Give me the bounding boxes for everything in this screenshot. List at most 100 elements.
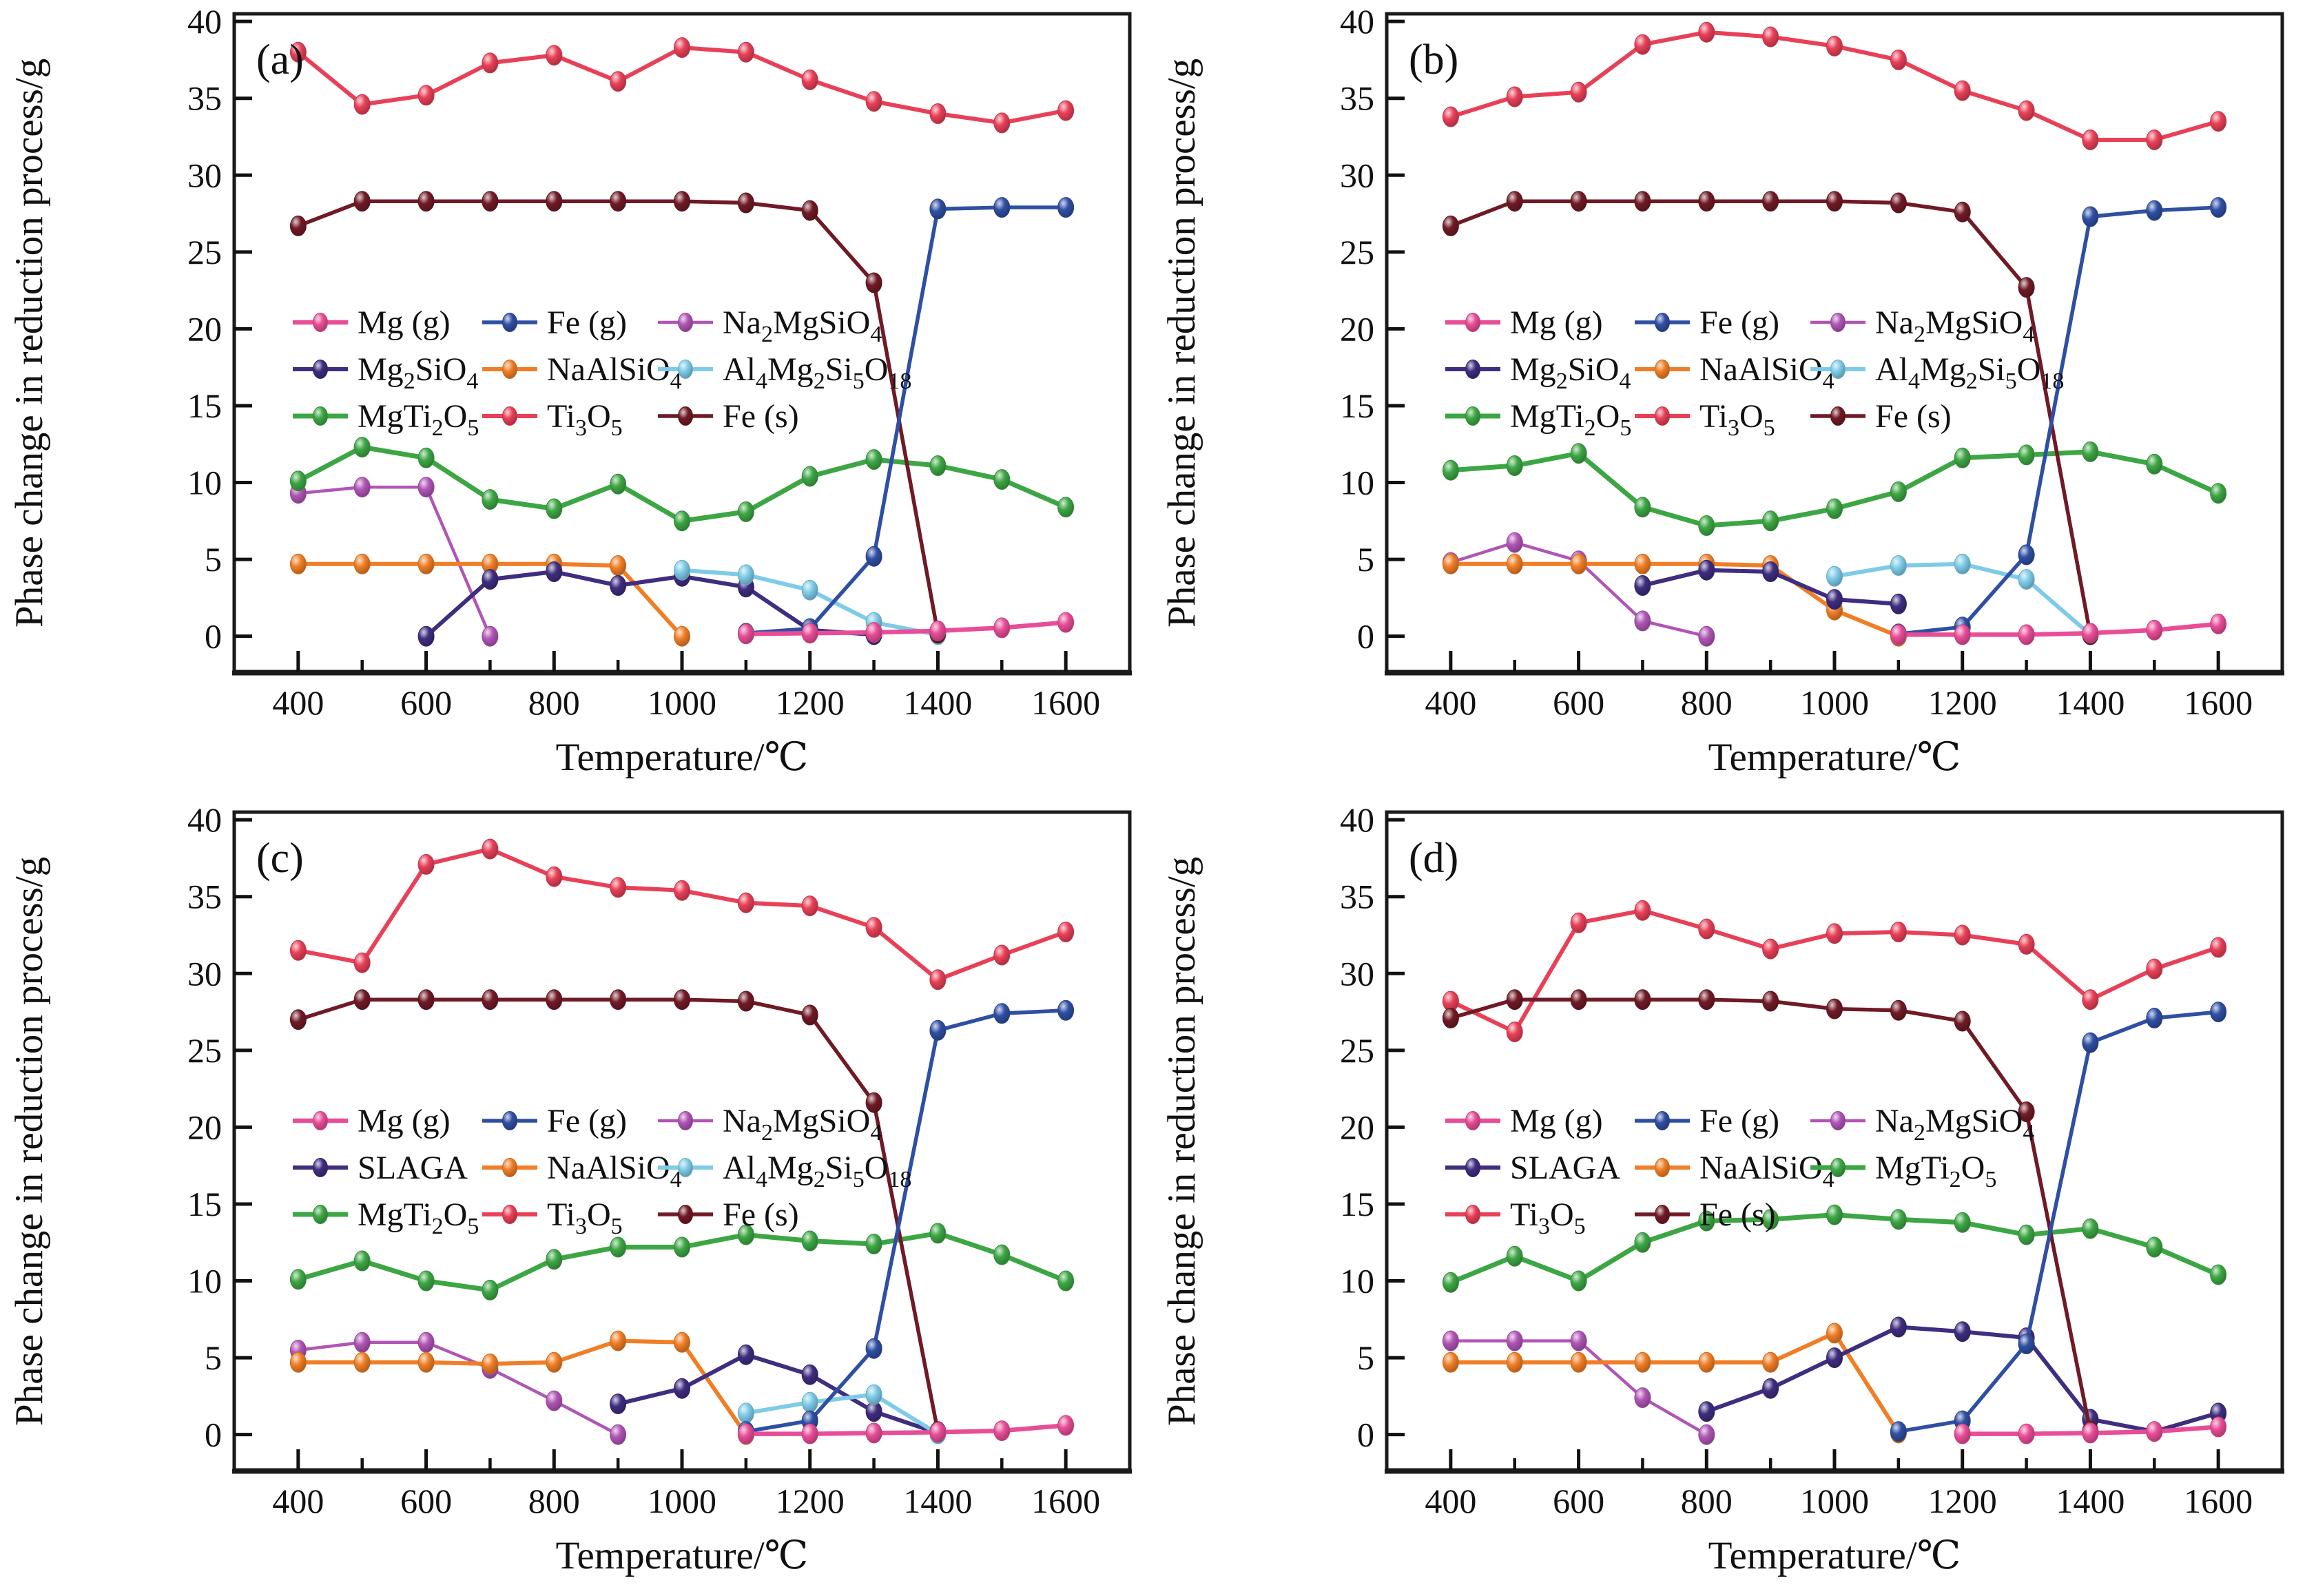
legend: Mg (g) Fe (g) Na2MgSiO4 Mg2SiO4 NaAlSiO4 Al4M…	[1445, 304, 2064, 441]
data-point-mgti2o5	[1954, 447, 1971, 468]
data-point-na2mgsio4	[546, 1390, 563, 1411]
svg-text:25: 25	[1340, 233, 1374, 271]
series-mg_g-line	[1896, 621, 2221, 637]
data-point-ti3o5	[1954, 924, 1971, 946]
data-point-naalsio4	[674, 625, 690, 647]
data-point-na2mgsio4	[1634, 610, 1651, 632]
legend-item-naalsio4: NaAlSiO4	[482, 1150, 682, 1192]
data-point-ti3o5	[482, 838, 499, 860]
series-mgti2o5	[289, 437, 1075, 532]
legend-item-fe_g: Fe (g)	[482, 1103, 627, 1139]
data-point-fe_s	[1890, 999, 1907, 1021]
data-point-al4mg2si5o18	[737, 564, 754, 585]
series-fe_g	[1890, 1002, 2227, 1442]
data-point-mgti2o5	[1442, 459, 1459, 481]
data-point-ti3o5	[610, 877, 627, 898]
data-point-ti3o5	[801, 69, 818, 90]
data-point-na2mgsio4	[417, 477, 435, 498]
data-point-naalsio4	[1506, 1351, 1523, 1373]
data-point-ti3o5	[482, 52, 499, 74]
svg-text:10: 10	[187, 1262, 222, 1300]
data-point-ti3o5	[1570, 912, 1587, 933]
svg-text:1400: 1400	[2056, 683, 2125, 722]
data-point-mgti2o5	[1506, 455, 1523, 476]
data-point-mg_g	[2210, 1416, 2227, 1438]
data-point-ti3o5	[737, 41, 754, 63]
data-point-mgti2o5	[1634, 1232, 1651, 1253]
data-point-mgti2o5	[482, 489, 499, 510]
data-point-fe_s	[546, 191, 563, 212]
panel-c-chart-canvas: 0 5 10 15 20 25 30 35 40 400 600 800 1000 1200 1400 160…	[0, 798, 1152, 1596]
svg-text:0: 0	[205, 617, 222, 656]
svg-text:5: 5	[1357, 1338, 1374, 1377]
chart-panel-a: 0 5 10 15 20 25 30 35 40 400 600 800 1000 1200 1400 160…	[187, 2, 1132, 722]
data-point-mgti2o5	[1698, 515, 1715, 536]
svg-text:1000: 1000	[648, 1482, 716, 1520]
data-point-mgti2o5	[737, 1224, 754, 1245]
svg-text:5: 5	[1357, 540, 1374, 579]
series-fe_s	[289, 191, 947, 644]
data-point-mgti2o5	[1698, 1210, 1715, 1232]
legend: Mg (g) Fe (g) Na2MgSiO4 SLAGA NaAlSiO4 Al4Mg2…	[293, 1103, 911, 1239]
data-point-mg2sio4	[1762, 561, 1779, 582]
data-point-fe_s	[1634, 191, 1651, 212]
panel-d-tag: (d)	[1409, 835, 1459, 882]
data-point-naalsio4	[482, 1354, 499, 1374]
svg-text:800: 800	[1681, 1482, 1733, 1520]
legend-label-slaga: SLAGA	[358, 1150, 468, 1186]
series-ti3o5	[289, 37, 1075, 134]
data-point-ti3o5	[674, 880, 690, 901]
data-point-ti3o5	[546, 866, 563, 887]
data-point-naalsio4	[610, 555, 627, 576]
data-point-naalsio4	[1762, 1351, 1779, 1373]
data-point-mg2sio4	[1634, 575, 1651, 596]
legend-label-na2mgsio4: Na2MgSiO4	[723, 1103, 882, 1146]
series-mg2sio4	[1634, 559, 1907, 614]
data-point-mg_g	[2082, 623, 2099, 644]
svg-text:15: 15	[187, 1185, 222, 1223]
data-point-mgti2o5	[289, 1269, 307, 1290]
svg-text:1000: 1000	[648, 683, 716, 722]
data-point-fe_g	[1057, 999, 1075, 1021]
series-fe_g-line	[1896, 205, 2220, 636]
data-point-na2mgsio4	[353, 1331, 371, 1353]
data-point-fe_s	[1762, 991, 1779, 1012]
legend-label-fe_s: Fe (s)	[723, 1196, 799, 1233]
data-point-fe_s	[610, 191, 627, 212]
panel-a-tag: (a)	[256, 37, 304, 83]
data-point-mgti2o5	[1570, 1270, 1587, 1292]
legend-label-naalsio4: NaAlSiO4	[547, 351, 682, 394]
legend-item-slaga: SLAGA	[293, 1150, 468, 1186]
data-point-fe_s	[674, 191, 690, 212]
data-point-fe_s	[1570, 191, 1587, 212]
data-point-fe_g	[865, 546, 882, 567]
svg-text:1600: 1600	[2184, 1482, 2253, 1520]
data-point-ti3o5	[1057, 100, 1075, 121]
data-point-mgti2o5	[993, 469, 1011, 490]
legend-item-al4mg2si5o18: Al4Mg2Si5O18	[658, 351, 911, 394]
svg-text:800: 800	[528, 683, 580, 722]
x-axis-ticks: 400 600 800 1000 1200 1400 1600	[272, 1449, 1100, 1520]
data-point-mgti2o5	[1442, 1272, 1459, 1293]
data-point-ti3o5	[2082, 129, 2099, 150]
data-point-ti3o5	[2018, 933, 2035, 955]
data-point-mgti2o5	[1890, 1209, 1907, 1230]
series-fe_s	[289, 989, 947, 1442]
data-point-na2mgsio4	[1698, 1424, 1715, 1445]
legend-item-fe_g: Fe (g)	[1635, 1103, 1779, 1139]
panel-d: 0 5 10 15 20 25 30 35 40 400 600 800 1000 1200 1400 160…	[1152, 798, 2305, 1596]
data-point-mg_g	[1890, 624, 1907, 645]
data-point-mgti2o5	[610, 473, 627, 495]
legend-label-mg2sio4: Mg2SiO4	[358, 351, 478, 394]
series-ti3o5	[1442, 900, 2227, 1043]
data-point-al4mg2si5o18	[737, 1402, 754, 1424]
data-point-fe_s	[1954, 1011, 1971, 1032]
data-point-ti3o5	[865, 917, 882, 938]
legend-item-ti3o5: Ti3O5	[1635, 398, 1775, 441]
legend-item-na2mgsio4: Na2MgSiO4	[1810, 304, 2034, 347]
legend: Mg (g) Fe (g) Na2MgSiO4 Mg2SiO4 NaAlSiO4 Al4M…	[293, 304, 911, 441]
legend-label-fe_s: Fe (s)	[1699, 1196, 1776, 1233]
data-point-al4mg2si5o18	[865, 1384, 882, 1405]
panel-b-tag: (b)	[1409, 37, 1459, 83]
